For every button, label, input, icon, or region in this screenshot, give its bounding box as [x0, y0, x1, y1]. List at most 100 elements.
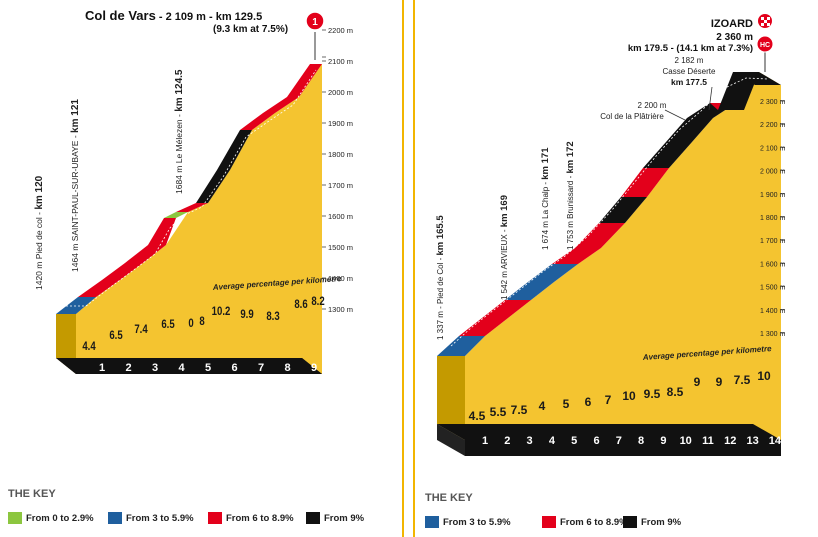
one-flag-icon — [305, 11, 325, 31]
km-label: 14 — [769, 435, 782, 447]
altitude-label: 1 300 m — [760, 331, 785, 338]
percentage-value: 10 — [757, 369, 771, 383]
altitude-label: 1600 m — [328, 212, 353, 221]
percentage-value: 4.4 — [82, 340, 95, 353]
segment-km3 — [102, 263, 143, 280]
segment-km2 — [78, 280, 120, 297]
segment-km4b — [148, 218, 176, 245]
km-label: 2 — [504, 435, 510, 447]
km-base — [437, 424, 781, 440]
key-item: From 9% — [623, 516, 681, 528]
percentage-value: 10.2 — [212, 305, 231, 318]
page-title: Col de Vars - 2 109 m - km 129.5 — [85, 8, 262, 23]
platriere-altitude: 2 200 m — [638, 101, 667, 110]
km-label: 9 — [311, 362, 317, 374]
km-label: 6 — [593, 435, 599, 447]
km-label: 9 — [660, 435, 666, 447]
segment-km5 — [164, 212, 188, 218]
percentage-value: 5 — [563, 397, 570, 411]
km-label: 3 — [527, 435, 533, 447]
altitude-label: 2 200 m — [760, 122, 785, 129]
altitude-label: 2 100 m — [760, 145, 785, 152]
key-legend: THE KEY — [8, 488, 56, 500]
location-annotation: 1464 m SAINT-PAUL-SUR-UBAYE - km 121 — [70, 99, 81, 272]
km-label: 7 — [258, 362, 264, 374]
km-row: 1 2 3 4 5 6 7 8 9 10 11 12 13 14 — [482, 435, 782, 447]
annotations: 1420 m Pied de col - km 120 1464 m SAINT-… — [34, 69, 185, 290]
key-item: From 0 to 2.9% — [8, 512, 94, 524]
gradient-ribbon — [437, 72, 781, 356]
km-label: 2 — [125, 362, 131, 374]
altitude-label: 1 900 m — [760, 192, 785, 199]
key-swatch — [542, 516, 556, 528]
percentage-value: 7.5 — [734, 373, 751, 387]
percentage-value: 5.5 — [490, 405, 507, 419]
page-title: IZOARD — [711, 18, 753, 30]
segment-km10 — [287, 64, 322, 97]
segment-km7 — [575, 223, 625, 248]
hc-badge-icon — [756, 35, 774, 53]
percentage-value: 4 — [539, 399, 546, 413]
altitude-label: 1800 m — [328, 150, 353, 159]
key-label: From 3 to 5.9% — [126, 512, 194, 524]
key-swatch — [8, 512, 22, 524]
key-swatch — [306, 512, 320, 524]
percentage-value: 10 — [622, 389, 636, 403]
segment-km4 — [125, 245, 166, 263]
altitude-label: 1 500 m — [760, 285, 785, 292]
altitude-label: 1 400 m — [760, 308, 785, 315]
key-swatch — [623, 516, 637, 528]
altitude-label: 1 700 m — [760, 238, 785, 245]
segment-km4 — [505, 282, 554, 300]
km-label: 8 — [284, 362, 290, 374]
key-item: From 6 to 8.9% — [208, 512, 294, 524]
location-annotation: 1 674 m La Chalp - km 171 — [540, 147, 551, 250]
location-annotation: 1420 m Pied de col - km 120 — [34, 175, 45, 290]
location-annotation: 1684 m Le Mélezen - km 124.5 — [174, 69, 185, 194]
key-item: From 9% — [306, 512, 364, 524]
marker-text: 1 — [312, 17, 318, 28]
altitude-label: 1400 m — [328, 274, 353, 283]
altitude-label: 1 800 m — [760, 215, 785, 222]
key-label: From 6 to 8.9% — [226, 512, 294, 524]
segment-km8 — [240, 113, 275, 130]
profile-body — [76, 64, 322, 374]
altitude-label: 2 000 m — [760, 169, 785, 176]
altitude-scale: 2 300 m 2 200 m 2 100 m 2 000 m 1 900 m 1 800… — [760, 99, 785, 338]
segment-km8 — [599, 197, 647, 223]
key-item: From 3 to 5.9% — [108, 512, 194, 524]
segment-km10 — [666, 118, 713, 142]
altitude-label: 1500 m — [328, 243, 353, 252]
km-row: 1 2 3 4 5 6 7 8 9 — [99, 362, 317, 374]
segment-km1 — [56, 297, 96, 314]
km-label: 5 — [571, 435, 577, 447]
key-title: THE KEY — [425, 492, 473, 504]
km-label: 13 — [746, 435, 758, 447]
altitude-label: 2200 m — [328, 26, 353, 35]
key-label: From 9% — [641, 516, 682, 528]
percentage-value: 6 — [585, 395, 592, 409]
col-de-vars-profile: 1 Col de Vars - 2 109 m - km 129.5 (9.3 … — [34, 8, 353, 374]
km-label: 5 — [205, 362, 211, 374]
location-annotation: 1 542 m ARVIEUX - km 169 — [499, 195, 510, 300]
segment-km2 — [459, 318, 508, 336]
key-swatch — [425, 516, 439, 528]
location-annotation: 1 753 m Brunissard - km 172 — [565, 141, 576, 250]
percentage-value: 6.5 — [161, 318, 174, 331]
altitude-scale: 2200 m 2100 m 2000 m 1900 m 1800 m 1700 m 1600… — [322, 26, 353, 314]
segment-km7 — [217, 130, 252, 170]
platriere-name: Col de la Plâtrière — [600, 112, 664, 121]
percentage-value: 7.4 — [134, 323, 147, 336]
km-label: 7 — [616, 435, 622, 447]
altitude-label: 1300 m — [328, 305, 353, 314]
key-legend: THE KEY — [425, 492, 473, 504]
annotations: 1 337 m - Pied de Col - km 165.5 1 542 m … — [435, 141, 576, 340]
altitude-label: 2 300 m — [760, 99, 785, 106]
key-swatch — [208, 512, 222, 524]
percentage-value: 7 — [605, 393, 612, 407]
segment-km6 — [196, 170, 230, 203]
segment-km3 — [482, 300, 531, 318]
summit-altitude: 2 360 m — [716, 32, 753, 43]
key-label: From 0 to 2.9% — [26, 512, 94, 524]
segment-km9 — [643, 142, 692, 168]
